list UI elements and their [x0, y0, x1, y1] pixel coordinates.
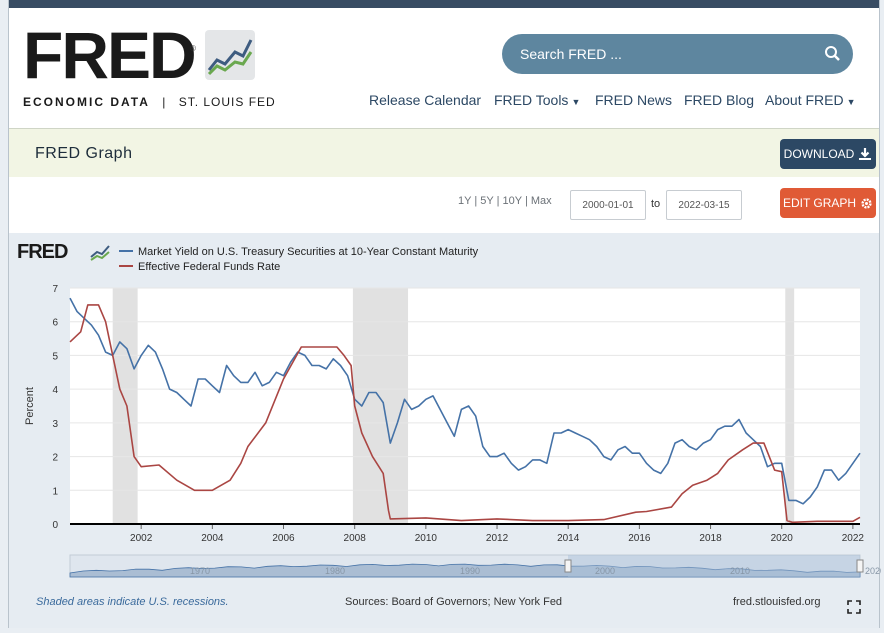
sources-note: Sources: Board of Governors; New York Fe…	[345, 596, 562, 608]
navigator-handle[interactable]	[856, 559, 864, 573]
recession-shade	[112, 288, 138, 524]
navigator-tick-label: 2000	[595, 566, 615, 576]
chart-logo-icon	[90, 245, 110, 258]
logo-registered-mark: ®	[190, 44, 196, 53]
search-bar[interactable]: Search FRED ...	[502, 34, 853, 74]
logo-chart-icon	[205, 30, 255, 80]
y-tick-label: 7	[52, 284, 58, 295]
tagline: ECONOMIC DATA | ST. LOUIS FED	[23, 95, 276, 109]
y-tick-label: 1	[52, 486, 58, 497]
chevron-down-icon: ▼	[571, 97, 581, 107]
y-tick-label: 3	[52, 419, 58, 430]
chart-logo-text: FRED	[17, 241, 68, 263]
x-tick-label: 2004	[201, 533, 224, 544]
nav-release-calendar[interactable]: Release Calendar	[369, 92, 482, 108]
plot-area	[70, 288, 860, 524]
x-tick-label: 2018	[699, 533, 722, 544]
y-tick-label: 4	[52, 385, 58, 396]
top-bar	[9, 0, 879, 8]
edit-graph-button[interactable]: EDIT GRAPH	[780, 188, 876, 218]
edit-graph-label: EDIT GRAPH	[782, 196, 857, 210]
range-10y[interactable]: 10Y	[502, 195, 522, 207]
y-tick-label: 0	[52, 520, 58, 531]
y-tick-label: 2	[52, 453, 58, 464]
gear-icon	[861, 197, 872, 209]
legend-entry: Market Yield on U.S. Treasury Securities…	[138, 246, 479, 258]
x-tick-label: 2010	[415, 533, 438, 544]
navigator-tick-label: 2010	[730, 566, 750, 576]
nav-about-fred-label: About FRED	[765, 92, 844, 108]
nav-fred-blog[interactable]: FRED Blog	[684, 92, 755, 108]
download-icon	[859, 148, 872, 160]
start-date-input[interactable]: 2000-01-01	[570, 190, 646, 220]
navigator-tick-label: 2020	[865, 566, 881, 576]
x-tick-label: 2012	[486, 533, 509, 544]
navigator-series	[69, 563, 861, 578]
chart-svg: FRED Market Yield on U.S. Treasury Securi…	[17, 241, 884, 614]
x-tick-label: 2008	[344, 533, 367, 544]
navigator-handle[interactable]	[564, 559, 572, 573]
date-range-shortcuts: 1Y | 5Y | 10Y | Max	[458, 195, 552, 207]
range-1y[interactable]: 1Y	[458, 195, 472, 207]
tagline-st-louis-fed: ST. LOUIS FED	[178, 95, 276, 109]
chart-logo-icon	[90, 251, 110, 261]
recession-note: Shaded areas indicate U.S. recessions.	[36, 596, 229, 608]
y-tick-label: 5	[52, 351, 58, 362]
y-axis-label: Percent	[24, 387, 36, 425]
tagline-economic-data: ECONOMIC DATA	[23, 95, 150, 109]
navigator-tick-label: 1990	[460, 566, 480, 576]
range-max[interactable]: Max	[530, 195, 552, 207]
x-tick-label: 2014	[557, 533, 580, 544]
nav-fred-news[interactable]: FRED News	[595, 92, 673, 108]
nav-about-fred[interactable]: About FRED ▼	[765, 92, 856, 108]
download-label: DOWNLOAD	[783, 147, 855, 161]
navigator-tick-label: 1980	[325, 566, 345, 576]
fullscreen-icon[interactable]	[847, 600, 861, 614]
x-tick-label: 2016	[628, 533, 651, 544]
legend-entry: Effective Federal Funds Rate	[138, 261, 280, 273]
range-5y[interactable]: 5Y	[480, 195, 494, 207]
range-separator: |	[496, 195, 500, 207]
range-separator: |	[524, 195, 528, 207]
graph-subheader: FRED Graph DOWNLOAD	[9, 128, 879, 177]
logo-text: FRED	[23, 18, 197, 92]
search-input[interactable]: Search FRED ...	[520, 46, 622, 62]
range-separator: |	[474, 195, 478, 207]
chevron-down-icon: ▼	[846, 97, 856, 107]
recession-shade	[785, 288, 795, 524]
site-credit[interactable]: fred.stlouisfed.org	[733, 596, 820, 608]
x-tick-label: 2002	[130, 533, 153, 544]
page-frame: FRED ® ECONOMIC DATA | ST. LOUIS FED Sea…	[8, 0, 884, 628]
search-icon[interactable]	[823, 44, 843, 64]
page-title: FRED Graph	[35, 145, 133, 162]
series-line-fed-funds	[69, 304, 861, 524]
nav-fred-tools[interactable]: FRED Tools ▼	[494, 92, 580, 108]
to-label: to	[651, 198, 661, 210]
navigator-selection[interactable]	[568, 555, 860, 577]
x-tick-label: 2020	[771, 533, 794, 544]
nav-fred-tools-label: FRED Tools	[494, 92, 569, 108]
y-tick-label: 6	[52, 318, 58, 329]
x-tick-label: 2022	[842, 533, 865, 544]
chart-panel: FRED Market Yield on U.S. Treasury Securi…	[9, 233, 884, 628]
download-button[interactable]: DOWNLOAD	[780, 139, 876, 169]
tagline-separator: |	[162, 95, 167, 109]
x-tick-label: 2006	[272, 533, 295, 544]
end-date-input[interactable]: 2022-03-15	[666, 190, 742, 220]
fred-logo[interactable]: FRED	[23, 18, 197, 92]
series-line-treasury-10y	[69, 297, 861, 505]
navigator-tick-label: 1970	[190, 566, 210, 576]
